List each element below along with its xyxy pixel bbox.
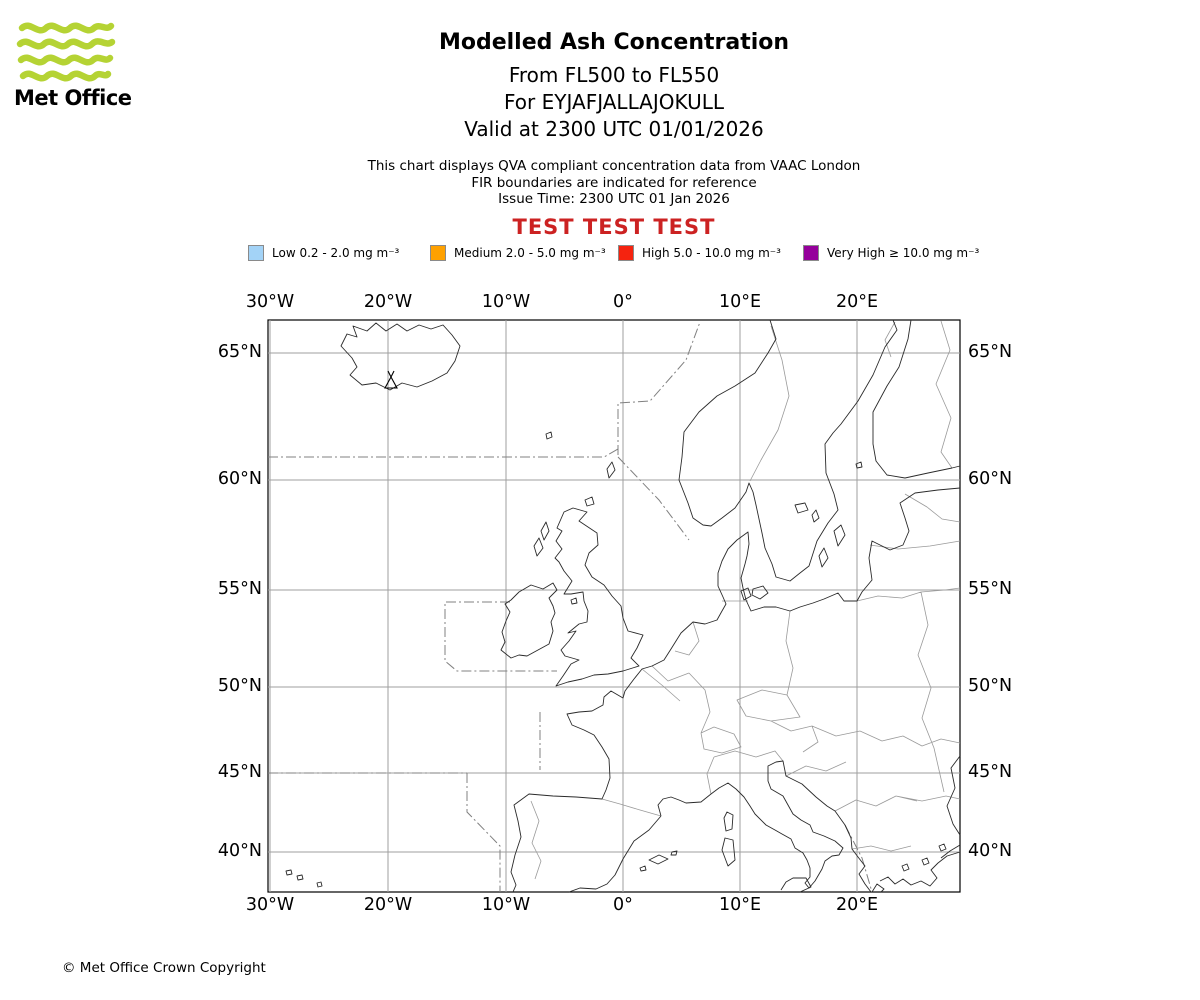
note-qva: This chart displays QVA compliant concen… [367,158,861,174]
legend-swatch-medium [430,245,446,261]
lon-label-top-30w: 30°W [245,292,295,312]
lat-label-left-60n: 60°N [217,469,262,489]
lon-label-top-10e: 10°E [718,292,762,312]
lon-label-bottom-30w: 30°W [245,895,295,915]
lat-label-right-50n: 50°N [968,676,1013,696]
lat-label-right-40n: 40°N [968,841,1013,861]
test-banner: TEST TEST TEST [512,215,716,239]
lon-label-bottom-0: 0° [613,895,633,915]
logo-wave-icon [19,70,112,82]
map-frame [267,319,961,893]
lat-label-right-65n: 65°N [968,342,1013,362]
fir-boundaries [268,321,873,893]
note-issue-time: Issue Time: 2300 UTC 01 Jan 2026 [498,191,730,207]
logo-wave-icon [17,54,114,66]
legend-label-medium: Medium 2.0 - 5.0 mg m⁻³ [454,246,606,260]
subtitle-volcano: For EYJAFJALLAJOKULL [504,90,724,114]
legend-item-low: Low 0.2 - 2.0 mg m⁻³ [248,244,399,262]
lat-label-left-65n: 65°N [217,342,262,362]
met-office-logo-text: Met Office [14,86,132,110]
coastlines-islands [285,431,947,893]
lat-label-left-50n: 50°N [217,676,262,696]
subtitle-flight-levels: From FL500 to FL550 [508,63,720,87]
lon-label-bottom-10e: 10°E [718,895,762,915]
lon-label-top-10w: 10°W [481,292,531,312]
lat-label-right-60n: 60°N [968,469,1013,489]
legend-item-medium: Medium 2.0 - 5.0 mg m⁻³ [430,244,606,262]
legend-label-high: High 5.0 - 10.0 mg m⁻³ [642,246,781,260]
page-title: Modelled Ash Concentration [438,30,790,55]
copyright-notice: © Met Office Crown Copyright [62,960,266,976]
note-fir: FIR boundaries are indicated for referen… [471,175,757,191]
subtitle-valid-time: Valid at 2300 UTC 01/01/2026 [464,117,764,141]
country-borders [530,320,961,880]
logo-wave-icon [18,22,115,34]
legend-swatch-low [248,245,264,261]
lat-label-right-55n: 55°N [968,579,1013,599]
volcano-marker-icon [384,370,398,389]
legend-swatch-very-high [803,245,819,261]
lat-label-right-45n: 45°N [968,762,1013,782]
lon-label-top-0: 0° [613,292,633,312]
lat-label-left-45n: 45°N [217,762,262,782]
lon-label-bottom-20w: 20°W [363,895,413,915]
coastlines-british-isles [500,507,644,687]
legend-item-high: High 5.0 - 10.0 mg m⁻³ [618,244,781,262]
legend-label-very-high: Very High ≥ 10.0 mg m⁻³ [827,246,980,260]
coastlines [340,319,961,893]
legend-swatch-high [618,245,634,261]
lat-label-left-55n: 55°N [217,579,262,599]
lon-label-top-20e: 20°E [835,292,879,312]
legend-label-low: Low 0.2 - 2.0 mg m⁻³ [272,246,400,260]
legend-item-very-high: Very High ≥ 10.0 mg m⁻³ [803,244,979,262]
lat-label-left-40n: 40°N [217,841,262,861]
lon-label-bottom-20e: 20°E [835,895,879,915]
lon-label-top-20w: 20°W [363,292,413,312]
logo-wave-icon [16,38,116,50]
met-office-logo [16,22,116,82]
lon-label-bottom-10w: 10°W [481,895,531,915]
